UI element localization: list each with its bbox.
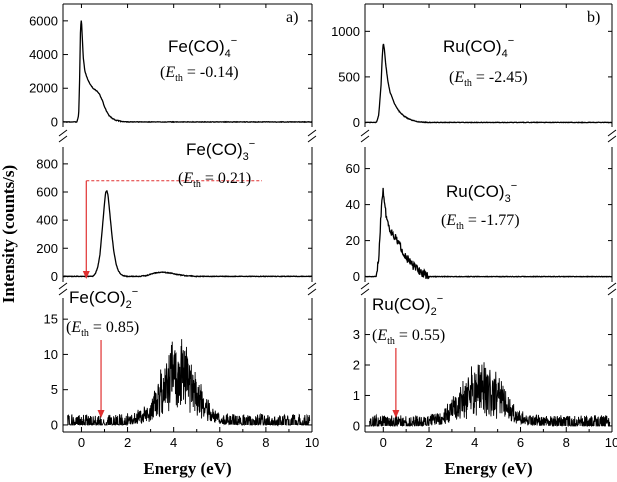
y-tick-label: 3 [353,327,360,342]
threshold-energy-label: (Eth = -0.14) [160,64,239,84]
y-tick-label: 20 [346,233,360,248]
threshold-energy-label: (Eth = 0.21) [178,170,251,190]
y-tick-label: 6000 [29,13,58,28]
x-tick-label: 8 [262,435,269,450]
series-line-Ru(CO)3- [364,187,613,280]
y-tick-label: 0 [353,269,360,284]
axis-break-mark [360,135,370,143]
threshold-energy-label: (Eth = -1.77) [441,212,520,232]
x-tick-label: 10 [305,435,319,450]
y-tick-label: 600 [36,185,58,200]
series-line-Fe(CO)4- [62,20,313,124]
axis-break-mark [607,288,617,296]
axis-break-mark [360,282,370,290]
threshold-energy-label: (Eth = -2.45) [449,69,528,89]
x-tick-label: 0 [380,435,387,450]
threshold-arrow-head [97,410,105,418]
species-label: Fe(CO)2− [69,286,138,311]
subplot-Ru(CO)4-: 0 500 1000 Ru(CO)4− (Eth = -2.45) [331,24,613,130]
axis-break-mark [607,282,617,290]
series-line-Fe(CO)3- [62,190,313,278]
x-axis-title: Energy (eV) [143,459,231,478]
x-tick-label: 2 [425,435,432,450]
species-label: Fe(CO)4− [168,35,237,60]
subplot-Ru(CO)3-: 0 20 40 60 Ru(CO)3− (Eth = -1.77) [346,161,613,284]
axis-break-mark [307,282,317,290]
axis-break-mark [607,135,617,143]
axis-break-mark [360,288,370,296]
threshold-arrow-head [392,410,400,418]
x-tick-label: 10 [605,435,617,450]
axis-break-mark [307,288,317,296]
y-tick-label: 5 [51,382,58,397]
species-label: Ru(CO)2− [372,293,443,318]
subplot-Fe(CO)3-: 0 200 400 600 800 Fe(CO)3− (Eth = 0.21) [36,138,313,284]
panel-letter: b) [587,9,600,26]
y-axis-title: Intensity (counts/s) [0,165,18,303]
species-label: Ru(CO)3− [446,180,517,205]
x-tick-label: 6 [517,435,524,450]
y-tick-label: 0 [353,115,360,130]
species-label: Ru(CO)4− [443,35,514,60]
y-tick-label: 500 [338,69,360,84]
subplot-Fe(CO)2-: 0 5 10 15 Fe(CO)2− (Eth = 0.85) [44,286,312,432]
y-tick-label: 10 [44,347,58,362]
y-tick-label: 400 [36,213,58,228]
species-label: Fe(CO)3− [186,138,255,163]
y-tick-label: 0 [51,269,58,284]
axis-break-mark [58,282,68,290]
y-tick-label: 1 [353,388,360,403]
y-tick-label: 15 [44,312,58,327]
y-tick-label: 2 [353,358,360,373]
x-tick-label: 6 [216,435,223,450]
subplot-Fe(CO)4-: 0 2000 4000 6000 Fe(CO)4− (Eth = -0.14) [29,13,313,129]
axis-break-mark [607,129,617,137]
series-line-Ru(CO)2- [369,362,611,428]
y-tick-label: 0 [51,114,58,129]
x-tick-label: 4 [170,435,177,450]
y-tick-label: 2000 [29,81,58,96]
axis-break-mark [360,129,370,137]
subplot-Ru(CO)2-: 0 1 2 3 Ru(CO)2− (Eth = 0.55) [353,293,612,433]
y-tick-label: 1000 [331,24,360,39]
axis-break-mark [58,129,68,137]
threshold-energy-label: (Eth = 0.55) [372,327,445,347]
y-tick-label: 60 [346,161,360,176]
panel-letter: a) [286,9,298,26]
threshold-energy-label: (Eth = 0.85) [66,319,139,339]
y-tick-label: 800 [36,156,58,171]
series-line-Fe(CO)2- [67,339,311,427]
y-tick-label: 4000 [29,47,58,62]
axis-break-mark [58,288,68,296]
axis-break-mark [58,135,68,143]
axis-break-mark [307,135,317,143]
y-tick-label: 40 [346,197,360,212]
y-tick-label: 200 [36,241,58,256]
x-tick-label: 2 [124,435,131,450]
axis-break-mark [307,129,317,137]
x-tick-label: 4 [471,435,478,450]
y-tick-label: 0 [353,418,360,433]
threshold-arrow-head [82,271,90,279]
x-axis-title: Energy (eV) [444,459,532,478]
series-line-Ru(CO)4- [364,43,613,124]
x-tick-label: 0 [78,435,85,450]
y-tick-label: 0 [51,417,58,432]
x-tick-label: 8 [563,435,570,450]
